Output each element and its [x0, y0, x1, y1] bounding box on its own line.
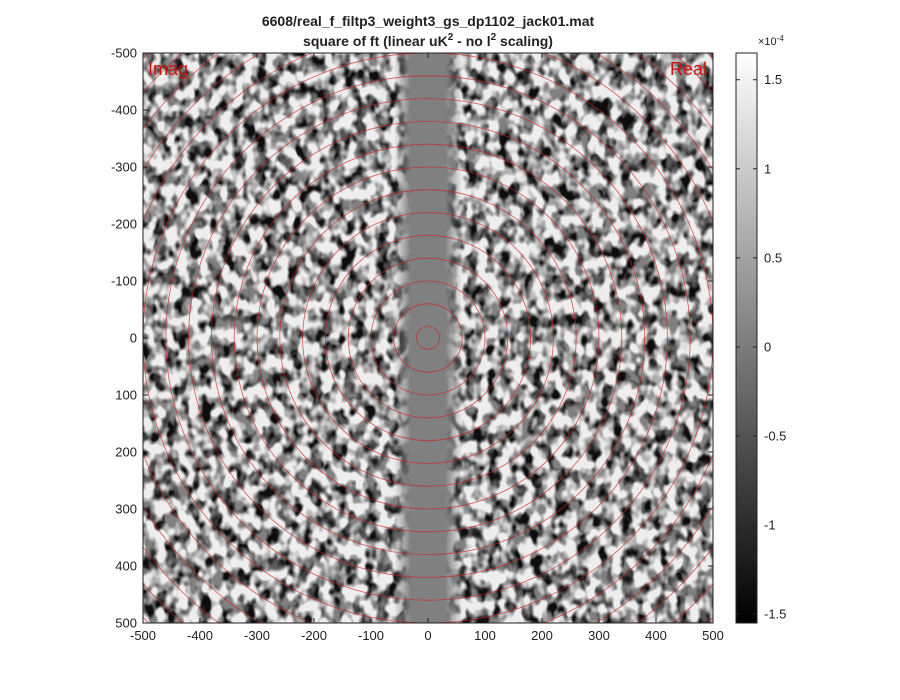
colorbar-ticks: -1.5 -1 -0.5 0 0.5 1 1.5: [736, 72, 786, 622]
x-tick-label: 300: [588, 628, 610, 643]
chart-subtitle: square of ft (linear uK2 - no l2 scaling…: [303, 32, 553, 49]
y-tick-label: -300: [111, 160, 137, 175]
colorbar: [735, 52, 758, 624]
x-tick-label: -500: [130, 628, 156, 643]
ring: [302, 212, 554, 464]
y-tick-label: 300: [115, 502, 137, 517]
subtitle-middle: - no l: [453, 33, 490, 49]
ring: [347, 257, 509, 419]
y-tick-label: -400: [111, 103, 137, 118]
y-tick-label: 400: [115, 559, 137, 574]
colorbar-tick-label: 1: [764, 161, 771, 176]
ring: [256, 166, 600, 510]
colorbar-multiplier: ×10-4: [758, 34, 784, 48]
y-axis: -500 -400 -300 -200 -100 0 100 200 300 400 500: [111, 46, 713, 631]
subtitle-prefix: square of ft (linear uK: [303, 33, 448, 49]
x-tick-label: -300: [244, 628, 270, 643]
x-tick-label: -100: [358, 628, 384, 643]
subtitle-sup-2: 2: [491, 32, 497, 43]
ring: [210, 120, 646, 556]
colorbar-multiplier-exp: -4: [777, 34, 785, 43]
colorbar-tick-label: 1.5: [764, 72, 782, 87]
plot-area: [143, 53, 713, 623]
ring: [165, 75, 691, 601]
colorbar-tick-label: -1.5: [764, 607, 786, 622]
image-texture: [143, 53, 713, 623]
subtitle-sup-1: 2: [448, 32, 454, 43]
subtitle-suffix: scaling): [496, 33, 553, 49]
x-axis: -500 -400 -300 -200 -100 0 100 200 300 400 500: [130, 53, 724, 643]
ring: [370, 280, 486, 396]
x-tick-label: -400: [187, 628, 213, 643]
ring-overlay: [143, 53, 713, 623]
y-tick-label: -100: [111, 274, 137, 289]
colorbar-tick-label: -0.5: [764, 428, 786, 443]
y-tick-label: -500: [111, 46, 137, 61]
label-imag: Imag: [148, 59, 188, 79]
colorbar-tick-label: 0.5: [764, 250, 782, 265]
ring: [279, 189, 577, 487]
x-tick-label: 200: [531, 628, 553, 643]
colorbar-tick-label: -1: [764, 518, 776, 533]
y-tick-label: 500: [115, 616, 137, 631]
ring: [393, 303, 463, 373]
colorbar-multiplier-base: ×10: [758, 36, 777, 48]
x-tick-label: 500: [702, 628, 724, 643]
ring: [233, 143, 623, 533]
x-tick-label: 0: [424, 628, 431, 643]
x-tick-label: 100: [474, 628, 496, 643]
label-real: Real: [670, 59, 707, 79]
y-tick-label: -200: [111, 217, 137, 232]
x-tick-label: -200: [301, 628, 327, 643]
ring: [324, 234, 531, 441]
y-tick-label: 100: [115, 388, 137, 403]
colorbar-tick-label: 0: [764, 339, 771, 354]
y-tick-label: 200: [115, 445, 137, 460]
chart-title: 6608/real_f_filtp3_weight3_gs_dp1102_jac…: [262, 13, 595, 29]
ring: [416, 326, 440, 350]
y-tick-label: 0: [130, 331, 137, 346]
ring: [188, 98, 668, 578]
x-tick-label: 400: [645, 628, 667, 643]
